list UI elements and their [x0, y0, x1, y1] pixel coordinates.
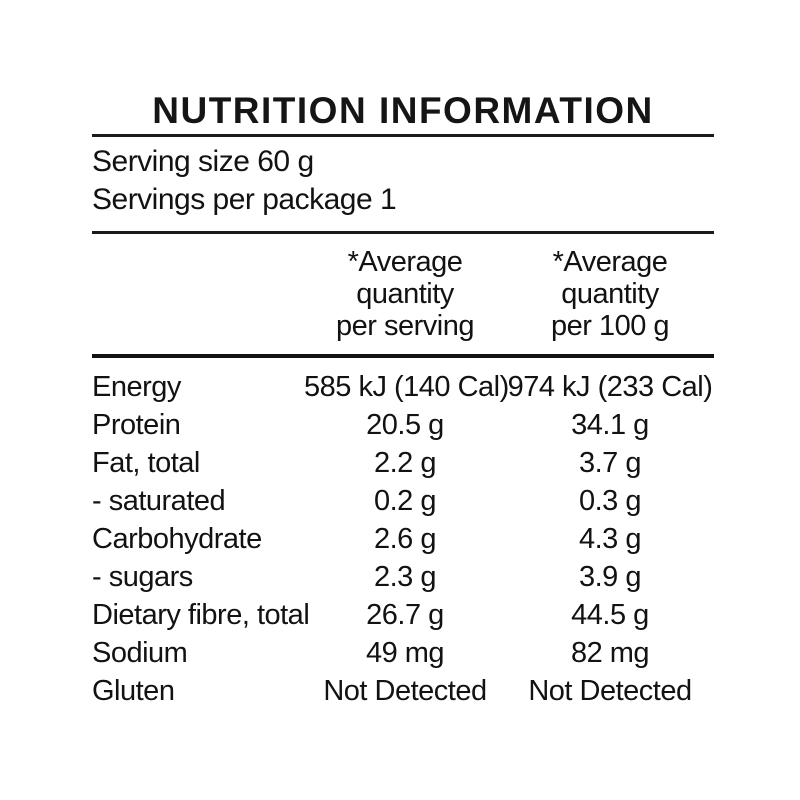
- header-line: *Average: [552, 246, 668, 278]
- nutrition-panel: NUTRITION INFORMATION Serving size 60 g …: [92, 88, 714, 710]
- table-row-sugars: - sugars 2.3 g 3.9 g: [92, 558, 714, 596]
- header-line: quantity: [561, 278, 659, 310]
- serving-info: Serving size 60 g Servings per package 1: [92, 143, 714, 219]
- header-line: *Average: [347, 246, 463, 278]
- divider-serving: [92, 231, 714, 234]
- header-line: quantity: [356, 278, 454, 310]
- header-line: per serving: [336, 310, 474, 342]
- row-label: Energy: [92, 371, 181, 403]
- table-row-carbohydrate: Carbohydrate 2.6 g 4.3 g: [92, 520, 714, 558]
- value-per-serving: 0.2 g: [374, 485, 437, 517]
- value-per-100g: Not Detected: [528, 675, 692, 707]
- value-per-100g: 44.5 g: [571, 599, 649, 631]
- value-per-serving: 2.2 g: [374, 447, 437, 479]
- value-per-100g: 3.9 g: [579, 561, 642, 593]
- row-label: Gluten: [92, 675, 175, 707]
- divider-top: [92, 134, 714, 137]
- row-label: Carbohydrate: [92, 523, 262, 555]
- header-line: per 100 g: [550, 310, 670, 342]
- column-header-per-serving: *Average quantity per serving: [304, 246, 506, 342]
- column-header-per-100g: *Average quantity per 100 g: [506, 246, 714, 342]
- row-label: Dietary fibre, total: [92, 599, 310, 631]
- table-row-fat-total: Fat, total 2.2 g 3.7 g: [92, 444, 714, 482]
- row-label: Fat, total: [92, 447, 200, 479]
- row-label: - sugars: [92, 561, 193, 593]
- table-row-energy: Energy 585 kJ (140 Cal) 974 kJ (233 Cal): [92, 368, 714, 406]
- panel-title: NUTRITION INFORMATION: [152, 90, 654, 131]
- divider-header: [92, 354, 714, 358]
- value-per-100g: 4.3 g: [579, 523, 642, 555]
- value-per-serving: 26.7 g: [366, 599, 444, 631]
- value-per-serving: Not Detected: [323, 675, 487, 707]
- value-per-100g: 82 mg: [570, 637, 650, 669]
- value-per-serving: 49 mg: [365, 637, 445, 669]
- servings-per-package-text: Servings per package 1: [92, 183, 397, 216]
- value-per-serving: 2.3 g: [374, 561, 437, 593]
- value-per-100g: 34.1 g: [571, 409, 649, 441]
- table-row-protein: Protein 20.5 g 34.1 g: [92, 406, 714, 444]
- value-per-serving: 2.6 g: [374, 523, 437, 555]
- table-row-sodium: Sodium 49 mg 82 mg: [92, 634, 714, 672]
- nutrition-table: Energy 585 kJ (140 Cal) 974 kJ (233 Cal)…: [92, 368, 714, 710]
- table-row-dietary-fibre: Dietary fibre, total 26.7 g 44.5 g: [92, 596, 714, 634]
- value-per-serving: 585 kJ (140 Cal): [304, 371, 509, 403]
- table-row-saturated: - saturated 0.2 g 0.3 g: [92, 482, 714, 520]
- serving-size-text: Serving size 60 g: [92, 145, 314, 178]
- value-per-100g: 0.3 g: [579, 485, 642, 517]
- value-per-serving: 20.5 g: [366, 409, 444, 441]
- table-row-gluten: Gluten Not Detected Not Detected: [92, 672, 714, 710]
- column-header-spacer: [92, 246, 304, 342]
- row-label: - saturated: [92, 485, 226, 517]
- column-header-row: *Average quantity per serving *Average q…: [92, 246, 714, 342]
- value-per-100g: 974 kJ (233 Cal): [507, 371, 713, 403]
- row-label: Sodium: [92, 637, 188, 669]
- row-label: Protein: [92, 409, 181, 441]
- value-per-100g: 3.7 g: [579, 447, 642, 479]
